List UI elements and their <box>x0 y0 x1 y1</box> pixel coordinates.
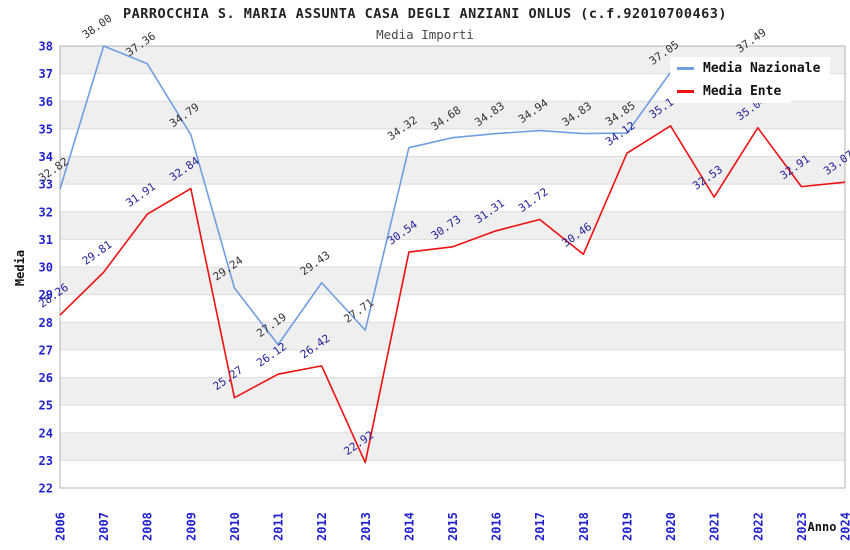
x-tick-label: 2011 <box>272 512 286 541</box>
legend-item-media-nazionale: Media Nazionale <box>670 57 831 80</box>
y-axis-title: Media <box>13 250 27 286</box>
y-tick-label: 29 <box>39 288 53 302</box>
x-tick-label: 2020 <box>664 512 678 541</box>
legend-label-media-nazionale: Media Nazionale <box>703 61 821 76</box>
y-tick-label: 34 <box>39 150 53 164</box>
x-tick-label: 2012 <box>315 512 329 541</box>
y-tick-label: 26 <box>39 371 53 385</box>
y-tick-label: 22 <box>39 482 53 496</box>
y-tick-label: 24 <box>39 426 53 440</box>
x-tick-label: 2019 <box>620 512 634 541</box>
y-tick-label: 27 <box>39 343 53 357</box>
x-tick-label: 2015 <box>446 512 460 541</box>
y-tick-label: 35 <box>39 122 53 136</box>
series-line <box>59 125 846 464</box>
y-tick-label: 25 <box>39 399 53 413</box>
x-tick-label: 2006 <box>54 512 68 541</box>
legend-item-media-ente: Media Ente <box>670 80 792 103</box>
plot-band <box>60 377 845 406</box>
x-tick-label: 2014 <box>402 512 416 541</box>
x-tick-label: 2016 <box>490 512 504 541</box>
y-tick-label: 28 <box>39 316 53 330</box>
plot-border <box>59 45 846 489</box>
blue-line-swatch-icon <box>677 67 694 70</box>
chart-title: PARROCCHIA S. MARIA ASSUNTA CASA DEGLI A… <box>123 6 727 22</box>
x-tick-label: 2007 <box>97 512 111 541</box>
plot-band <box>60 267 845 295</box>
y-tick-label: 30 <box>39 261 53 275</box>
y-tick-label: 37 <box>39 67 53 81</box>
plot-band <box>60 211 845 240</box>
plot-band <box>60 460 845 488</box>
plot-band <box>60 349 845 378</box>
plot-band <box>60 432 845 461</box>
y-tick-label: 33 <box>39 178 53 192</box>
plot-band <box>60 239 845 267</box>
plot-band <box>60 405 845 433</box>
x-axis-title: Anno <box>808 520 837 534</box>
series-line <box>59 45 758 346</box>
plot-band <box>60 184 845 212</box>
x-tick-label: 2008 <box>141 512 155 541</box>
plot-band <box>60 128 845 157</box>
plot-band <box>60 322 845 350</box>
y-tick-label: 32 <box>39 205 53 219</box>
x-tick-label: 2017 <box>533 512 547 541</box>
y-tick-label: 23 <box>39 454 53 468</box>
legend-label-media-ente: Media Ente <box>703 84 782 99</box>
legend: Media Nazionale Media Ente <box>670 57 831 103</box>
x-tick-label: 2013 <box>359 512 373 541</box>
y-tick-label: 31 <box>39 233 53 247</box>
x-tick-label: 2010 <box>228 512 242 541</box>
y-tick-label: 38 <box>39 40 53 54</box>
plot-band <box>60 101 845 129</box>
x-tick-label: 2018 <box>577 512 591 541</box>
x-tick-label: 2021 <box>708 512 722 541</box>
x-tick-label: 2009 <box>184 512 198 541</box>
x-tick-label: 2023 <box>795 512 809 541</box>
plot-band <box>60 156 845 185</box>
y-tick-label: 36 <box>39 95 53 109</box>
plot-band <box>60 294 845 323</box>
chart-subtitle: Media Importi <box>376 27 474 42</box>
red-line-swatch-icon <box>677 90 694 93</box>
x-tick-label: 2024 <box>839 512 850 541</box>
x-tick-label: 2022 <box>751 512 765 541</box>
